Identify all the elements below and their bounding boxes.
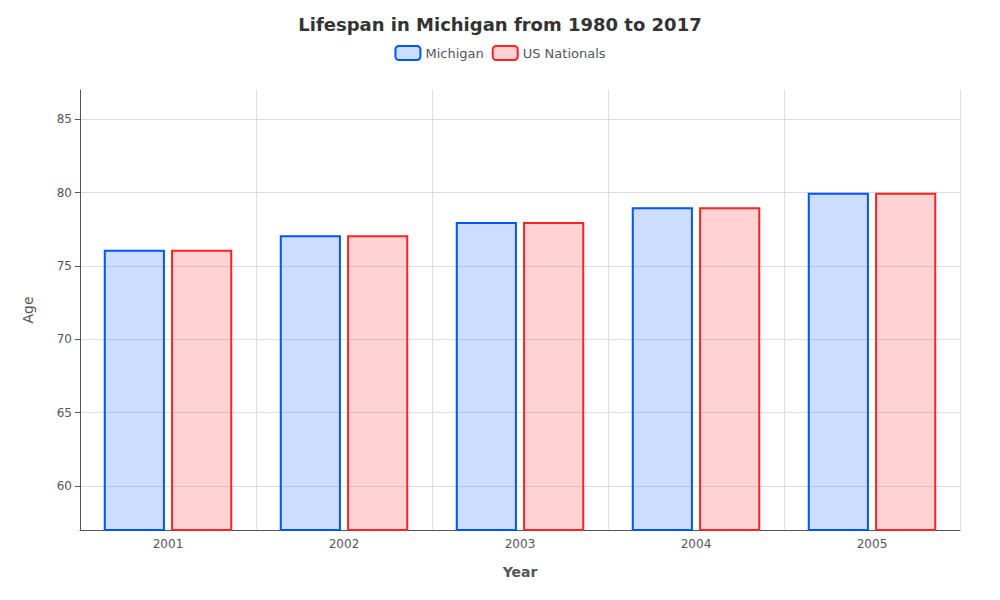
svg-text:80: 80: [57, 186, 72, 200]
svg-text:60: 60: [57, 479, 72, 493]
svg-text:85: 85: [57, 112, 72, 126]
svg-text:Lifespan in Michigan from 1980: Lifespan in Michigan from 1980 to 2017: [298, 14, 701, 35]
svg-text:2003: 2003: [505, 537, 536, 551]
svg-text:2004: 2004: [681, 537, 712, 551]
svg-text:2005: 2005: [857, 537, 888, 551]
svg-text:75: 75: [57, 259, 72, 273]
svg-text:Michigan: Michigan: [425, 46, 483, 61]
svg-text:Year: Year: [502, 564, 538, 580]
svg-text:Age: Age: [20, 296, 36, 323]
svg-text:65: 65: [57, 406, 72, 420]
svg-text:70: 70: [57, 332, 72, 346]
svg-text:US Nationals: US Nationals: [523, 46, 606, 61]
svg-text:2002: 2002: [329, 537, 360, 551]
svg-text:2001: 2001: [153, 537, 184, 551]
